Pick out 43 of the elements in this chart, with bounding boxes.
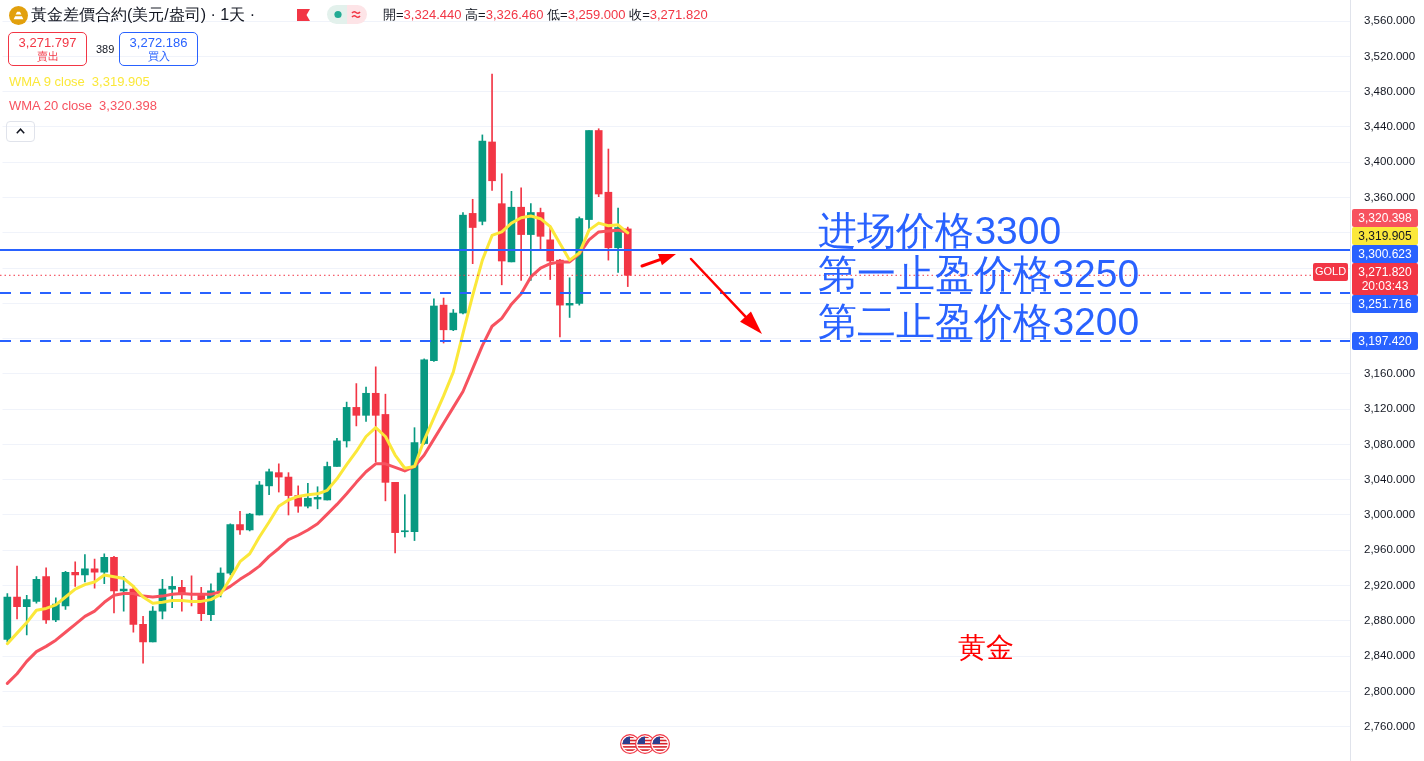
annotation: 3,319.905 <box>91 74 150 89</box>
annotation: 黄金 <box>958 630 1014 666</box>
y-tick-label: 3,520.000 <box>1364 49 1416 62</box>
annotation: 買入 <box>146 50 171 63</box>
chart-title: 黃金差價合約(美元/盎司) · 1天 · <box>31 5 255 25</box>
sell-button: 3,271.797 賣出 <box>8 32 87 66</box>
annotation: 389 <box>96 42 115 56</box>
y-tick-label: 3,160.000 <box>1364 367 1416 380</box>
text: 20:03:43 <box>1361 279 1409 294</box>
annotation: 第二止盈价格3200 <box>818 299 1140 343</box>
candlestick <box>400 494 409 538</box>
y-tick-label: 3,400.000 <box>1364 155 1416 168</box>
annotation: 进场价格3300 <box>818 208 1062 252</box>
annotation: 第一止盈价格3250 <box>818 252 1140 296</box>
ref-line-label: 3,197.420 <box>1358 333 1413 348</box>
annotation: 3,272.186 <box>128 35 189 50</box>
text: 3,319.905 <box>1358 228 1413 243</box>
annotation: 3,320.398 <box>99 98 157 113</box>
y-tick-label: 2,960.000 <box>1364 543 1416 556</box>
y-tick-label: 2,880.000 <box>1364 613 1416 626</box>
ref-line-label: 3,251.716 <box>1358 296 1413 311</box>
y-tick-label: 3,480.000 <box>1364 84 1416 97</box>
text: WMA 20 close <box>9 98 93 113</box>
y-tick-label: 3,040.000 <box>1364 472 1416 485</box>
annotation: 賣出 <box>35 50 60 63</box>
text: 3,320.398 <box>1358 210 1413 225</box>
buy-button: 3,272.186 買入 <box>119 32 198 66</box>
y-tick-label: 3,000.000 <box>1364 508 1416 521</box>
y-tick-label: 3,360.000 <box>1364 190 1416 203</box>
text: WMA 9 close <box>9 74 85 89</box>
y-tick-label: 2,920.000 <box>1364 578 1416 591</box>
y-tick-label: 3,080.000 <box>1364 437 1416 450</box>
y-tick-label: 2,760.000 <box>1364 719 1416 732</box>
y-tick-label: 2,800.000 <box>1364 684 1416 697</box>
annotation: 3,271.797 <box>17 35 78 50</box>
ref-line-label: 3,271.820 <box>1358 264 1413 279</box>
y-tick-label: 3,560.000 <box>1364 14 1416 27</box>
ref-line-label: 3,300.623 <box>1358 246 1413 261</box>
annotation: 開=3,324.440 高=3,326.460 低=3,259.000 收=3,271.820 <box>383 7 708 22</box>
y-tick-label: 3,120.000 <box>1364 402 1416 415</box>
y-tick-label: 2,840.000 <box>1364 649 1416 662</box>
y-tick-label: 3,440.000 <box>1364 120 1416 133</box>
annotation: GOLD <box>1314 265 1347 278</box>
